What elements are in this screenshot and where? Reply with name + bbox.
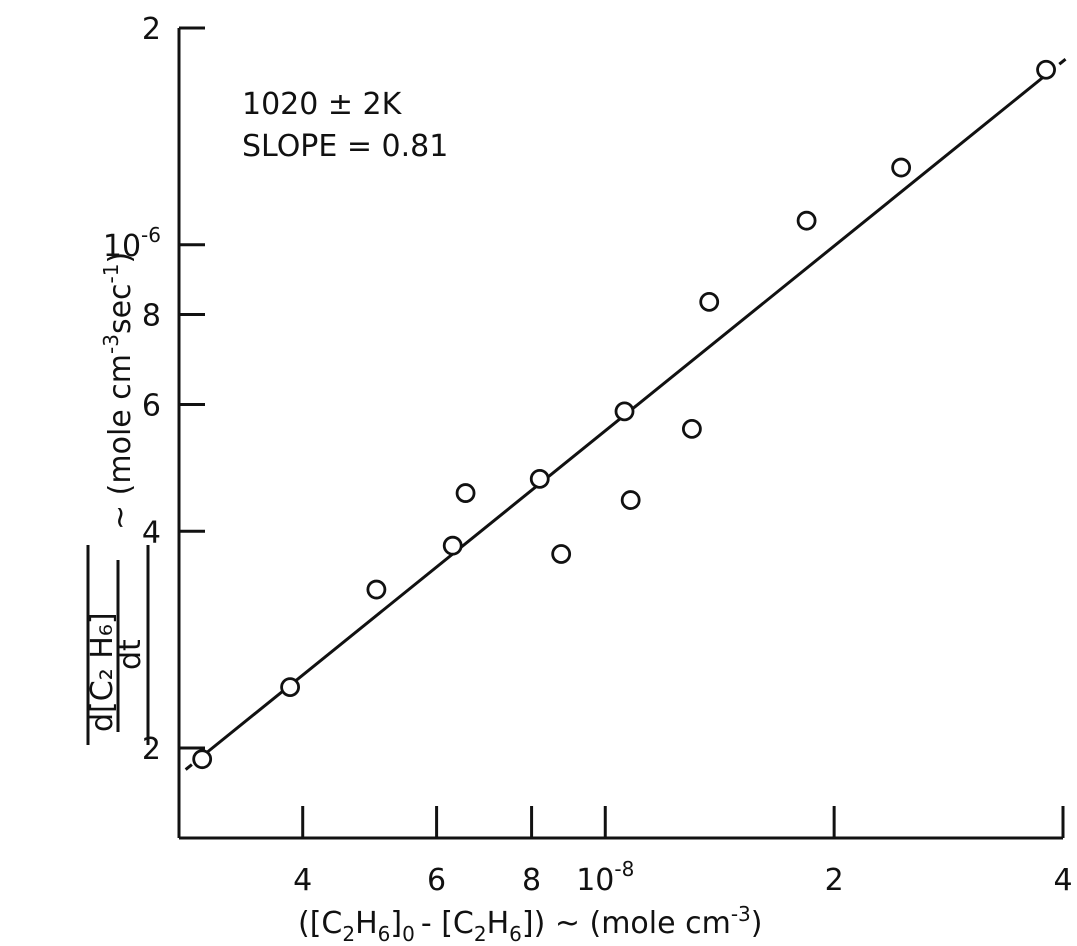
data-point-0 <box>192 749 213 770</box>
y-tick-label-4: 10-6 <box>103 223 161 264</box>
y-tick-label-0: 2 <box>142 732 161 767</box>
x-tick-label-0: 4 <box>293 863 312 898</box>
data-point-7 <box>614 401 635 422</box>
data-point-13 <box>1036 59 1056 80</box>
fit-line-stub-end <box>1058 58 1067 66</box>
y-axis-title: d[C₂ H₆] dt ~ (mole cm-3sec-1) <box>85 252 150 745</box>
y-title-denominator: dt <box>113 639 148 670</box>
x-axis-ticks: 4 6 8 10-8 2 4 <box>293 806 1073 898</box>
y-tick-label-1: 4 <box>142 515 161 550</box>
y-tick-label-2: 6 <box>142 388 161 423</box>
plot-frame <box>177 28 1063 840</box>
x-tick-label-2: 8 <box>522 863 541 898</box>
data-point-8 <box>620 490 641 510</box>
data-point-11 <box>796 210 817 231</box>
data-point-4 <box>455 483 476 503</box>
annotation-temperature: 1020 ± 2K <box>242 87 403 122</box>
x-tick-label-4: 2 <box>825 863 844 898</box>
y-tick-label-5: 2 <box>142 12 161 47</box>
x-tick-label-5: 4 <box>1053 863 1072 898</box>
data-point-12 <box>891 157 912 178</box>
y-title-numerator: d[C₂ H₆] <box>85 612 120 732</box>
annotation-slope: SLOPE = 0.81 <box>242 129 448 164</box>
y-tick-label-3: 8 <box>142 299 161 334</box>
x-tick-label-3: 10-8 <box>576 857 634 898</box>
data-point-9 <box>681 418 702 439</box>
data-point-3 <box>442 535 463 556</box>
y-title-units: ~ (mole cm-3sec-1) <box>99 252 138 530</box>
x-axis-title: ([C2H6]0- [C2H6]) ~ (mole cm-3) <box>298 902 763 946</box>
fit-line-stub-start <box>184 763 193 771</box>
y-axis-ticks: 2 4 6 8 10-6 2 <box>103 12 205 767</box>
x-tick-label-1: 6 <box>427 863 446 898</box>
data-point-5 <box>529 468 550 489</box>
data-points <box>192 59 1056 770</box>
data-point-2 <box>366 579 387 600</box>
data-point-10 <box>699 291 720 312</box>
data-point-6 <box>551 544 572 564</box>
data-point-1 <box>280 677 300 698</box>
